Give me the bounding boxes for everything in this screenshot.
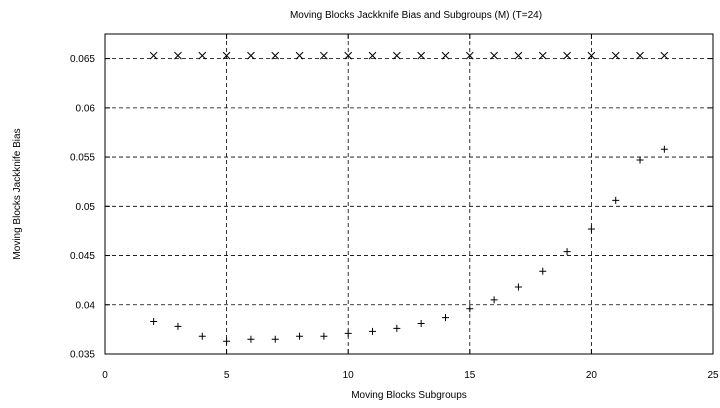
- cross-marker: [660, 51, 669, 60]
- cross-marker: [247, 51, 255, 60]
- plus-marker: [174, 322, 182, 330]
- plus-marker: [198, 332, 206, 340]
- cross-marker: [587, 51, 596, 60]
- x-tick-label: 25: [707, 370, 719, 381]
- y-tick-label: 0.055: [70, 153, 95, 164]
- cross-marker: [465, 51, 474, 60]
- plus-marker: [320, 332, 328, 340]
- cross-marker: [368, 51, 377, 60]
- y-tick-label: 0.065: [70, 54, 95, 65]
- y-tick-label: 0.045: [70, 251, 95, 262]
- x-tick-label: 0: [102, 370, 108, 381]
- plus-marker: [612, 196, 620, 204]
- x-axis-ticks: 0 5 10 15 20 25: [102, 34, 719, 381]
- cross-marker: [417, 51, 426, 60]
- y-tick-label: 0.04: [76, 300, 96, 311]
- cross-marker: [563, 51, 571, 60]
- plus-marker: [441, 314, 449, 322]
- cross-marker: [441, 51, 450, 60]
- cross-marker: [344, 51, 353, 60]
- plus-marker: [393, 324, 401, 332]
- plus-marker: [514, 283, 522, 291]
- plus-marker: [587, 225, 595, 233]
- plus-marker: [271, 335, 279, 343]
- cross-marker: [611, 51, 620, 60]
- cross-marker: [198, 51, 207, 60]
- cross-marker: [222, 51, 231, 60]
- cross-marker: [490, 51, 498, 60]
- cross-marker: [320, 51, 328, 60]
- x-tick-label: 15: [464, 370, 476, 381]
- data-markers: [149, 51, 669, 345]
- cross-marker: [271, 51, 280, 60]
- plus-marker: [296, 332, 304, 340]
- y-tick-label: 0.035: [70, 350, 95, 361]
- plus-marker: [150, 318, 158, 326]
- cross-marker: [295, 51, 304, 60]
- y-axis-title: Moving Blocks Jackknife Bias: [12, 128, 23, 259]
- y-tick-label: 0.06: [76, 103, 96, 114]
- plus-marker: [660, 145, 668, 153]
- grid-lines: [105, 34, 713, 354]
- plus-marker: [223, 337, 231, 345]
- x-tick-label: 20: [586, 370, 598, 381]
- cross-marker: [636, 51, 644, 60]
- y-axis-ticks: 0.035 0.04 0.045 0.05 0.055 0.06 0.065: [70, 54, 713, 361]
- x-axis-title: Moving Blocks Subgroups: [351, 390, 467, 401]
- plus-marker: [539, 267, 547, 275]
- plus-marker: [344, 329, 352, 337]
- cross-marker: [149, 51, 158, 60]
- cross-marker: [538, 51, 547, 60]
- plus-marker: [466, 305, 474, 313]
- cross-marker: [174, 51, 182, 60]
- cross-marker: [392, 51, 401, 60]
- x-tick-label: 5: [224, 370, 230, 381]
- plus-marker: [563, 248, 571, 256]
- plus-marker: [247, 335, 255, 343]
- plus-marker: [417, 319, 425, 327]
- y-tick-label: 0.05: [76, 202, 96, 213]
- x-tick-label: 10: [343, 370, 355, 381]
- plus-marker: [369, 327, 377, 335]
- plus-marker: [636, 156, 644, 164]
- chart-title: Moving Blocks Jackknife Bias and Subgrou…: [290, 10, 542, 21]
- cross-marker: [514, 51, 523, 60]
- plus-marker: [490, 296, 498, 304]
- plot-area-frame: [104, 33, 714, 355]
